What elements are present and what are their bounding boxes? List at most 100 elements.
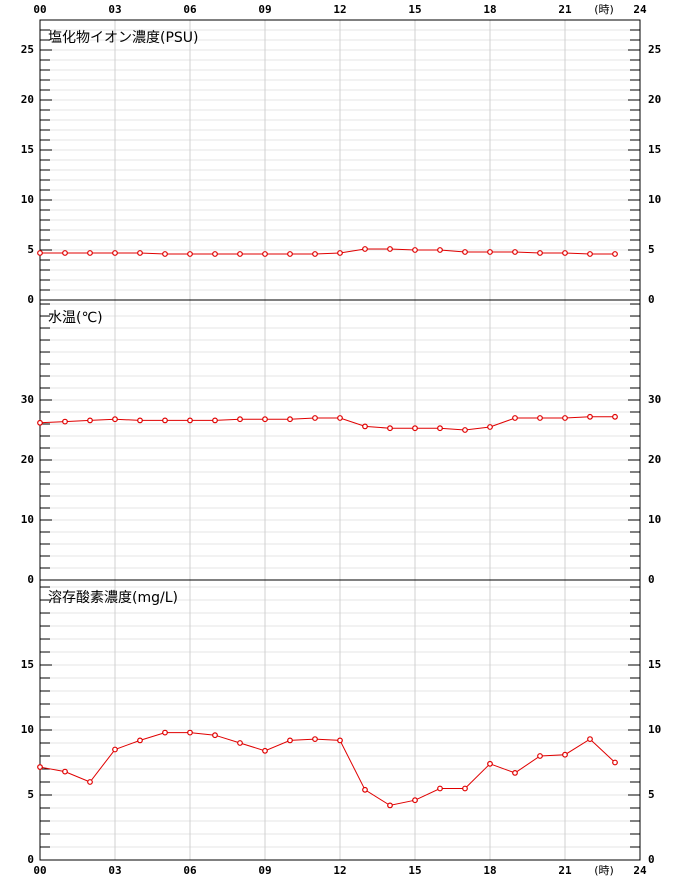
data-point xyxy=(387,246,393,252)
x-tick-label: 03 xyxy=(108,3,121,16)
data-point xyxy=(112,746,118,753)
panel-frame xyxy=(39,579,641,861)
x-tick-label: 00 xyxy=(33,864,46,877)
data-point xyxy=(612,759,618,766)
data-point xyxy=(137,737,143,744)
y-tick-label: 0 xyxy=(27,853,34,866)
y-tick-label: 20 xyxy=(21,93,34,106)
data-point xyxy=(212,417,218,424)
data-point xyxy=(162,251,168,257)
y-tick-label: 20 xyxy=(648,93,661,106)
data-point xyxy=(37,419,43,426)
data-point xyxy=(412,247,418,253)
x-tick-label: 21 xyxy=(558,864,572,877)
data-point xyxy=(362,246,368,252)
y-tick-label: 5 xyxy=(648,788,655,801)
x-axis-label: (時) xyxy=(594,3,614,16)
data-point xyxy=(462,427,468,433)
data-point xyxy=(62,418,68,425)
y-tick-label: 10 xyxy=(648,193,661,206)
data-point xyxy=(537,415,543,421)
data-point xyxy=(137,417,143,424)
data-point xyxy=(362,423,368,430)
data-point xyxy=(212,732,218,739)
y-tick-label: 5 xyxy=(27,243,34,256)
x-tick-label: 00 xyxy=(33,3,46,16)
data-point xyxy=(512,415,518,421)
y-tick-label: 15 xyxy=(21,143,34,156)
data-point xyxy=(387,802,393,809)
data-point xyxy=(237,251,243,257)
data-point xyxy=(487,760,493,767)
x-tick-label: 06 xyxy=(183,3,197,16)
y-tick-label: 0 xyxy=(648,293,655,306)
data-point xyxy=(312,415,318,421)
data-point xyxy=(237,416,243,423)
data-point xyxy=(337,250,343,256)
data-point xyxy=(412,797,418,804)
data-point xyxy=(62,250,68,256)
data-point xyxy=(237,740,243,746)
data-point xyxy=(262,747,268,754)
data-point xyxy=(437,247,443,253)
data-point xyxy=(437,785,443,792)
data-point xyxy=(287,737,293,744)
data-point xyxy=(162,729,168,736)
data-point xyxy=(187,417,193,424)
series-line xyxy=(39,732,616,806)
data-point xyxy=(337,415,343,421)
y-tick-label: 0 xyxy=(648,853,655,866)
x-tick-label: 24 xyxy=(633,864,647,877)
data-point xyxy=(362,786,368,793)
y-tick-label: 0 xyxy=(648,573,655,586)
y-tick-label: 5 xyxy=(27,788,34,801)
data-point xyxy=(287,251,293,257)
data-point xyxy=(512,249,518,255)
data-point xyxy=(112,416,118,423)
data-point xyxy=(612,251,618,257)
x-tick-label: 12 xyxy=(333,3,346,16)
data-point xyxy=(512,770,518,776)
y-tick-label: 15 xyxy=(21,658,34,671)
panel-title: 塩化物イオン濃度(PSU) xyxy=(48,30,199,46)
x-tick-label: 12 xyxy=(333,864,346,877)
x-tick-label: 18 xyxy=(483,3,496,16)
data-point xyxy=(412,425,418,432)
data-point xyxy=(62,768,68,775)
data-point xyxy=(462,249,468,255)
data-point xyxy=(162,417,168,424)
y-tick-label: 30 xyxy=(648,393,661,406)
y-tick-label: 20 xyxy=(21,453,34,466)
data-point xyxy=(587,413,593,420)
data-point xyxy=(137,250,143,256)
x-tick-label: 06 xyxy=(183,864,197,877)
x-tick-label: 09 xyxy=(258,3,271,16)
data-point xyxy=(612,413,618,420)
data-point xyxy=(537,250,543,256)
data-point xyxy=(287,416,293,423)
series-line xyxy=(39,416,615,431)
y-tick-label: 30 xyxy=(21,393,34,406)
data-point xyxy=(562,250,568,256)
x-tick-label: 15 xyxy=(408,3,421,16)
data-point xyxy=(562,751,568,758)
y-tick-label: 10 xyxy=(648,513,661,526)
data-point xyxy=(312,251,318,257)
y-tick-label: 10 xyxy=(21,193,34,206)
x-tick-label: 03 xyxy=(108,864,121,877)
data-point xyxy=(437,425,443,432)
data-point xyxy=(87,250,93,256)
data-point xyxy=(587,736,593,743)
data-point xyxy=(187,251,193,257)
panel-title: 水温(℃) xyxy=(48,310,103,326)
x-tick-label: 15 xyxy=(408,864,421,877)
data-point xyxy=(87,417,93,424)
data-point xyxy=(37,250,43,256)
data-point xyxy=(587,251,593,257)
y-tick-label: 10 xyxy=(21,513,34,526)
y-tick-label: 5 xyxy=(648,243,655,256)
series-line xyxy=(40,248,615,255)
y-tick-label: 25 xyxy=(21,43,34,56)
